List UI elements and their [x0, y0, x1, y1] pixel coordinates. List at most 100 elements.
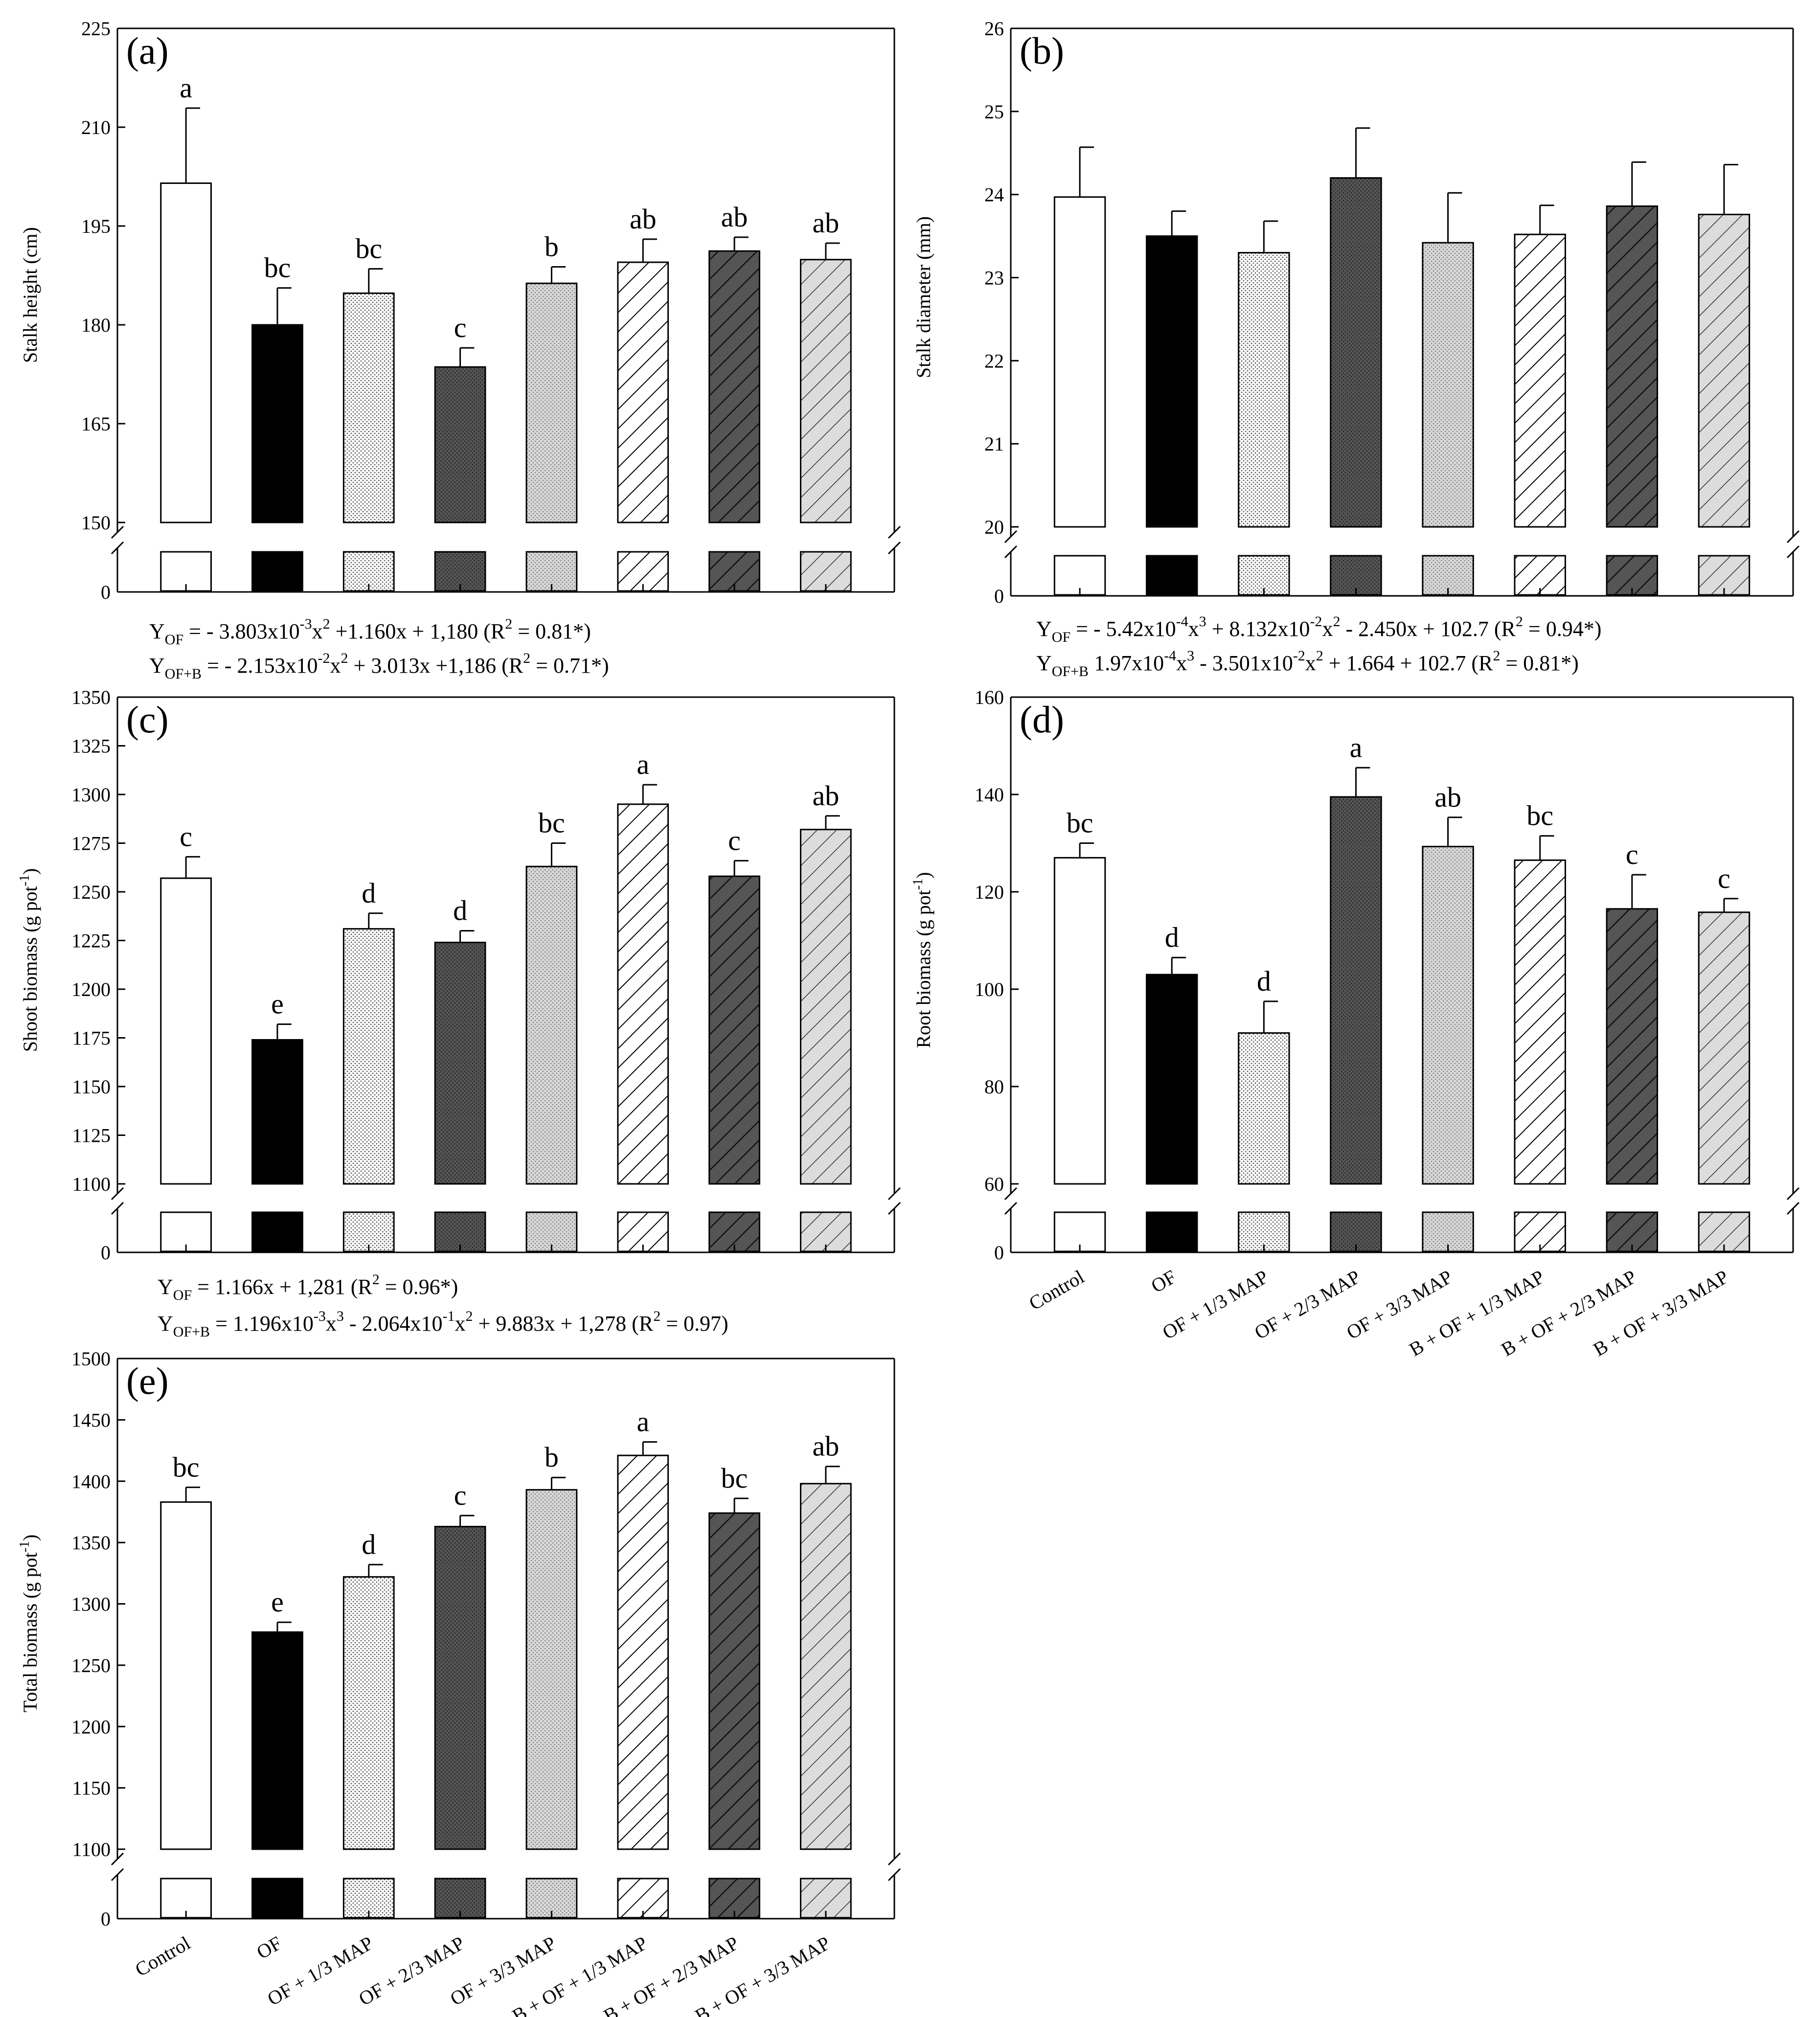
significance-letter: c: [1718, 862, 1730, 894]
bar: [1145, 974, 1198, 1185]
significance-letter: a: [637, 748, 649, 780]
significance-letter: ab: [813, 1430, 840, 1462]
bar: [617, 1454, 669, 1850]
bar: [617, 261, 669, 523]
significance-letter: c: [454, 312, 467, 343]
bar: [525, 282, 578, 523]
y-tick-label: 24: [984, 184, 1004, 206]
bar: [617, 803, 669, 1185]
panel-d: 60 80 100 120 140 160 0 Root biomass (g pot-1) (…: [910, 686, 1800, 1360]
axis-break-mark: [1004, 1201, 1018, 1215]
bar: [1514, 233, 1566, 528]
y-tick-label: 1250: [71, 1654, 111, 1677]
bar: [1698, 213, 1751, 528]
y-tick-label: 195: [81, 215, 111, 237]
y-tick-label: 1150: [72, 1777, 111, 1799]
y-tick-label: 1450: [71, 1409, 111, 1431]
bar: [1422, 845, 1474, 1185]
significance-letter: d: [362, 1528, 376, 1560]
bar: [800, 259, 852, 523]
panel-e: 1100 1150 1200 1250 1300 1350 1400 1450 1500 0 Tot…: [17, 1348, 901, 2017]
significance-letter: d: [1165, 921, 1179, 953]
axis-break-mark: [887, 1852, 901, 1866]
bar: [251, 1039, 303, 1185]
bar: [434, 1526, 486, 1850]
y-tick-label: 1500: [71, 1348, 111, 1370]
bar: [342, 928, 395, 1185]
bar: [708, 875, 760, 1185]
bar: [160, 1501, 212, 1850]
axis-break-mark: [1786, 1201, 1800, 1215]
y-tick-label: 25: [984, 101, 1004, 123]
bar: [1330, 796, 1382, 1185]
significance-letter: b: [545, 230, 559, 262]
y-tick-label: 26: [984, 18, 1004, 40]
bar: [434, 941, 486, 1185]
axis-break-mark: [1786, 1187, 1800, 1201]
y-tick-label: 165: [81, 413, 111, 435]
bar: [1422, 242, 1474, 528]
x-tick-label: Control: [131, 1932, 194, 1981]
bar: [525, 865, 578, 1185]
regression-equation: YOF+B = 1.196x10-3x3 - 2.064x10-1x2 + 9.…: [158, 1308, 728, 1340]
significance-letter: ab: [630, 203, 657, 235]
y-tick-label-zero: 0: [101, 1908, 111, 1930]
y-tick-label: 23: [984, 267, 1004, 289]
y-tick-label: 1125: [72, 1125, 111, 1147]
significance-letter: a: [180, 72, 192, 104]
y-tick-label: 1200: [71, 1716, 111, 1738]
panel-label: (b): [1020, 29, 1064, 72]
bar: [251, 1631, 303, 1850]
axis-break-mark: [111, 1187, 124, 1201]
y-tick-label: 22: [984, 350, 1004, 372]
y-tick-label: 1325: [71, 735, 111, 757]
y-tick-label: 60: [984, 1173, 1004, 1195]
axis-break-mark: [887, 1868, 901, 1881]
bar: [1606, 908, 1659, 1185]
axis-break-mark: [887, 525, 901, 539]
regression-equation: YOF = 1.166x + 1,281 (R2 = 0.96*): [158, 1271, 458, 1303]
y-tick-label: 21: [984, 433, 1004, 455]
axis-break-mark: [111, 1852, 124, 1866]
bar: [1606, 205, 1659, 528]
significance-letter: d: [1257, 965, 1271, 997]
significance-letter: bc: [1526, 800, 1553, 832]
y-tick-label: 210: [81, 116, 111, 138]
y-tick-label: 1100: [72, 1173, 111, 1195]
axis-break-mark: [887, 1187, 901, 1201]
significance-letter: d: [453, 895, 467, 927]
panel-a: 150 165 180 195 210 225 0 Stalk height (cm) (a) a…: [19, 18, 901, 682]
bar: [1238, 252, 1290, 528]
bar: [1698, 911, 1751, 1185]
y-tick-label: 1350: [71, 686, 111, 708]
axis-break-mark: [887, 541, 901, 555]
significance-letter: a: [637, 1406, 649, 1438]
bar: [1514, 859, 1566, 1185]
x-tick-label: OF: [253, 1932, 286, 1964]
y-tick-label: 1300: [71, 1593, 111, 1615]
y-tick-label-zero: 0: [101, 1242, 111, 1264]
y-tick-label: 1100: [72, 1838, 111, 1860]
bar: [342, 292, 395, 523]
y-tick-label: 80: [984, 1076, 1004, 1098]
y-tick-label: 1150: [72, 1076, 111, 1098]
y-tick-label: 1350: [71, 1532, 111, 1554]
panel-c: 1100 1125 1150 1175 1200 1225 1250 1275 1300 1325…: [17, 686, 901, 1340]
bar: [160, 877, 212, 1185]
y-tick-label-zero: 0: [994, 585, 1004, 607]
bar: [342, 1576, 395, 1850]
panel-label: (c): [126, 698, 169, 741]
bar: [525, 1489, 578, 1850]
significance-letter: bc: [264, 252, 291, 284]
significance-letter: bc: [173, 1451, 200, 1483]
y-axis-label: Stalk diameter (mm): [912, 216, 934, 378]
bar: [1053, 857, 1106, 1185]
bar: [1145, 235, 1198, 528]
significance-letter: e: [271, 1586, 284, 1618]
panel-b: 20 21 22 23 24 25 26 0 Stalk diameter (mm) (b) YOF…: [912, 18, 1800, 680]
regression-equation: YOF = - 3.803x10-3x2 +1.160x + 1,180 (R2…: [149, 616, 591, 648]
y-tick-label-zero: 0: [994, 1242, 1004, 1264]
axis-break-mark: [1786, 530, 1800, 544]
y-tick-label: 1225: [71, 930, 111, 952]
